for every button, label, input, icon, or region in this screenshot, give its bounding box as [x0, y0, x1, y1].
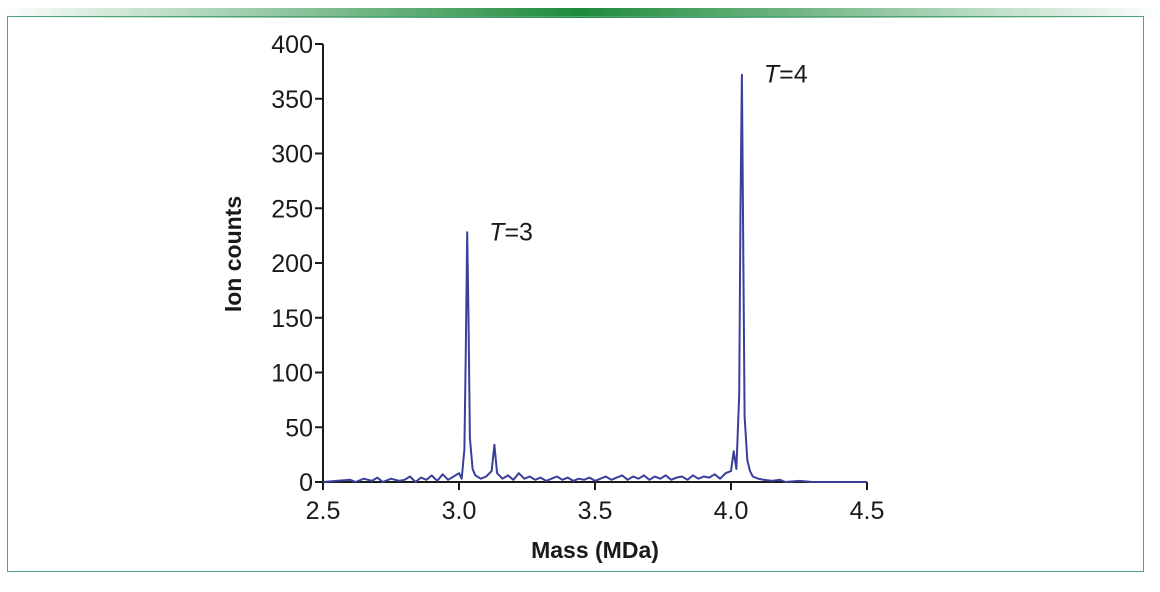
- annotation-layer: T=3T=4: [489, 61, 808, 247]
- y-tick-label: 0: [299, 469, 313, 497]
- y-axis-title: Ion counts: [220, 196, 246, 312]
- y-tick-label: 100: [271, 360, 313, 388]
- peak-label-italic: T: [764, 61, 781, 89]
- y-tick-label: 300: [271, 141, 313, 169]
- y-tick-label: 350: [271, 86, 313, 114]
- x-tick-label: 4.5: [850, 497, 885, 525]
- peak-label: T=3: [489, 218, 533, 246]
- x-tick-label: 3.0: [442, 497, 477, 525]
- peak-label-italic: T: [489, 218, 506, 246]
- series-line-0: [322, 73, 867, 483]
- top-gradient-bar: [0, 8, 1160, 18]
- x-tick-label: 3.5: [578, 497, 613, 525]
- x-axis-title: Mass (MDa): [531, 537, 659, 563]
- y-tick-label: 50: [285, 414, 313, 442]
- x-tick-label: 4.0: [714, 497, 749, 525]
- peak-label-rest: =4: [779, 61, 808, 89]
- y-tick-label: 150: [271, 305, 313, 333]
- figure-frame: [7, 16, 1144, 572]
- peak-label-rest: =3: [504, 218, 533, 246]
- peak-label: T=4: [764, 61, 808, 89]
- chart-axes: 0 50 100 150 200 250 300 350 400 2.5 3.0 3.5 4.0 4.5: [271, 31, 884, 525]
- x-tick-label: 2.5: [306, 497, 341, 525]
- series-layer: [322, 73, 867, 483]
- y-tick-label: 200: [271, 250, 313, 278]
- y-tick-label: 400: [271, 31, 313, 59]
- y-tick-label: 250: [271, 195, 313, 223]
